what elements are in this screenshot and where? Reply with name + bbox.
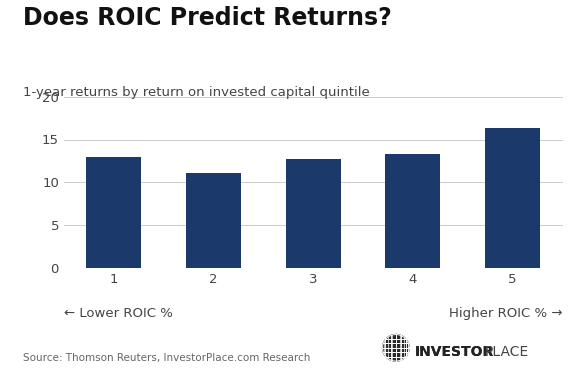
Text: INVESTOR: INVESTOR (415, 344, 494, 359)
Text: Does ROIC Predict Returns?: Does ROIC Predict Returns? (23, 6, 392, 30)
Text: Higher ROIC % →: Higher ROIC % → (449, 307, 563, 320)
Text: PLACE: PLACE (484, 344, 528, 359)
Bar (186, 173, 241, 268)
Bar (86, 157, 142, 268)
Bar (386, 154, 440, 268)
Text: ← Lower ROIC %: ← Lower ROIC % (64, 307, 173, 320)
Text: Source: Thomson Reuters, InvestorPlace.com Research: Source: Thomson Reuters, InvestorPlace.c… (23, 353, 310, 363)
Bar (286, 159, 340, 268)
Text: INVESTOR: INVESTOR (415, 344, 494, 359)
Circle shape (383, 334, 409, 361)
Bar (485, 128, 540, 268)
Text: 1-year returns by return on invested capital quintile: 1-year returns by return on invested cap… (23, 86, 370, 99)
